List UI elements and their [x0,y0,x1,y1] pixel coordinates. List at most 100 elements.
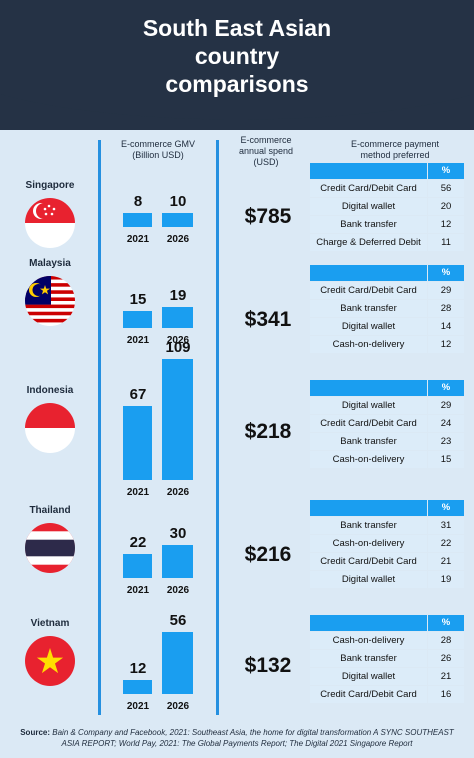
header-cell [310,163,427,179]
payment-method: Bank transfer [310,517,427,534]
payment-table: % Bank transfer 31 Cash-on-delivery 22 Credit… [310,500,464,589]
country-name-singapore: Singapore [25,180,75,191]
gmv-bar-2021 [123,553,152,578]
gmv-value-label: 22 [129,533,147,551]
payment-row: Digital wallet 21 [310,668,464,685]
year-label: 2026 [166,701,190,712]
payment-method: Cash-on-delivery [310,535,427,552]
payment-table-header: % [310,500,464,516]
payment-row: Digital wallet 20 [310,198,464,215]
year-label: 2021 [126,234,150,245]
payment-percent: 22 [428,535,464,552]
percent-header: % [428,500,464,516]
payment-table: % Credit Card/Debit Card 56 Digital wallet 2… [310,163,464,252]
singapore-flag-icon [25,198,75,248]
payment-row: Cash-on-delivery 12 [310,336,464,353]
header-cell [310,265,427,281]
column-divider [98,140,101,715]
payment-method: Bank transfer [310,216,427,233]
payment-percent: 21 [428,553,464,570]
source-label: Source: [20,728,51,737]
header-line: E-commerce [240,135,292,145]
percent-header: % [428,265,464,281]
gmv-bar-2021 [123,680,152,694]
year-label: 2021 [126,487,150,498]
payment-method: Credit Card/Debit Card [310,282,427,299]
gmv-value-label: 109 [165,339,191,356]
percent-header: % [428,380,464,396]
payment-column-header: E-commerce payment method preferred [320,139,470,161]
payment-method: Bank transfer [310,433,427,450]
gmv-value-label: 12 [129,660,147,677]
header-line: E-commerce GMV [120,139,195,149]
title-line: country [194,43,280,69]
payment-method: Charge & Deferred Debit [310,234,427,251]
gmv-value-label: 15 [129,291,147,309]
payment-row: Cash-on-delivery 22 [310,535,464,552]
payment-row: Digital wallet 14 [310,318,464,335]
payment-method: Cash-on-delivery [310,632,427,649]
payment-row: Credit Card/Debit Card 21 [310,553,464,570]
year-label: 2021 [126,701,150,712]
payment-percent: 23 [428,433,464,450]
payment-percent: 15 [428,451,464,468]
annual-spend-value: $216 [244,543,292,566]
payment-method: Credit Card/Debit Card [310,686,427,703]
payment-percent: 31 [428,517,464,534]
payment-percent: 28 [428,632,464,649]
payment-percent: 26 [428,650,464,667]
payment-percent: 14 [428,318,464,335]
country-name-thailand: Thailand [29,505,71,516]
spend-column-header: E-commerce annual spend (USD) [226,135,306,168]
header-line: (Billion USD) [132,150,184,160]
column-divider [216,140,219,715]
payment-row: Bank transfer 26 [310,650,464,667]
vietnam-flag-icon [25,636,75,686]
annual-spend-value: $785 [244,205,292,228]
percent-header: % [428,615,464,631]
payment-percent: 16 [428,686,464,703]
payment-percent: 56 [428,180,464,197]
header-line: E-commerce payment [350,139,440,149]
country-name-vietnam: Vietnam [30,618,70,629]
annual-spend-value: $341 [244,308,292,331]
payment-table: % Credit Card/Debit Card 29 Bank transfer 28… [310,265,464,354]
header-line: method preferred [360,150,430,160]
payment-row: Bank transfer 12 [310,216,464,233]
indonesia-flag-icon [25,403,75,453]
payment-row: Credit Card/Debit Card 29 [310,282,464,299]
gmv-value-label: 56 [169,611,187,629]
malaysia-flag-icon [25,276,75,326]
header-cell [310,615,427,631]
payment-row: Digital wallet 29 [310,397,464,414]
payment-method: Credit Card/Debit Card [310,180,427,197]
payment-method: Cash-on-delivery [310,451,427,468]
payment-method: Digital wallet [310,571,427,588]
payment-percent: 29 [428,282,464,299]
gmv-bar-2026 [162,544,193,578]
year-label: 2021 [126,585,150,596]
payment-row: Credit Card/Debit Card 24 [310,415,464,432]
header-cell [310,500,427,516]
gmv-value-label: 30 [169,524,187,542]
payment-table-header: % [310,615,464,631]
payment-method: Cash-on-delivery [310,336,427,353]
payment-percent: 12 [428,216,464,233]
gmv-bar-2021 [123,213,152,227]
payment-table: % Digital wallet 29 Credit Card/Debit Card 2… [310,380,464,469]
payment-row: Bank transfer 28 [310,300,464,317]
payment-method: Digital wallet [310,318,427,335]
title-line: comparisons [165,71,309,97]
payment-row: Credit Card/Debit Card 16 [310,686,464,703]
payment-row: Bank transfer 31 [310,517,464,534]
payment-row: Digital wallet 19 [310,571,464,588]
year-label: 2026 [166,234,190,245]
page-title: South East Asian country comparisons [0,14,474,98]
payment-percent: 11 [428,234,464,251]
payment-method: Bank transfer [310,650,427,667]
title-line: South East Asian [142,15,332,41]
payment-percent: 28 [428,300,464,317]
source-text: Bain & Company and Facebook, 2021: South… [52,728,454,748]
source-note: Source: Bain & Company and Facebook, 202… [20,727,454,749]
payment-table-header: % [310,163,464,179]
